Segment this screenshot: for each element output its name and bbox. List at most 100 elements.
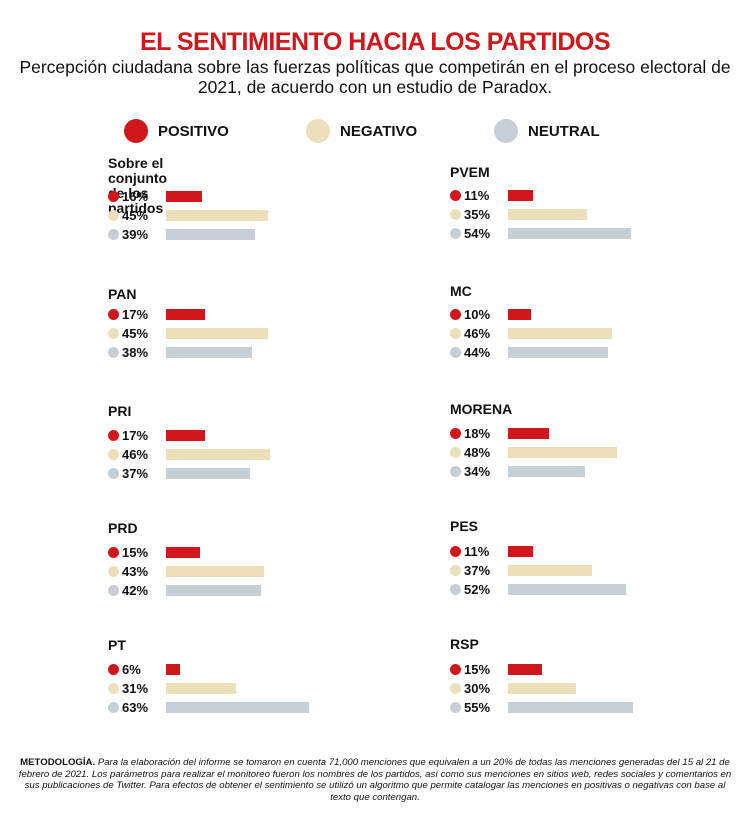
value-label: 10%	[464, 307, 491, 322]
party-name: MORENA	[450, 401, 513, 417]
bar-neutral	[508, 702, 633, 713]
value-label: 6%	[122, 662, 141, 677]
bar-positivo	[508, 309, 531, 320]
value-label: 55%	[464, 700, 491, 715]
series-dot-neutral	[450, 466, 461, 477]
legend-positivo-swatch	[124, 119, 148, 143]
bar-negativo	[508, 328, 613, 339]
series-dot-negativo	[108, 566, 119, 577]
value-label: 17%	[122, 428, 149, 443]
bar-row-negativo: 48%	[450, 445, 750, 461]
bar-row-neutral: 34%	[450, 464, 750, 480]
bar-neutral	[166, 585, 262, 596]
bar-positivo	[166, 191, 203, 202]
value-label: 63%	[122, 700, 149, 715]
bar-row-neutral: 39%	[108, 227, 408, 243]
legend-negativo-label: NEGATIVO	[340, 122, 418, 140]
series-dot-negativo	[450, 328, 461, 339]
legend-positivo-label: POSITIVO	[158, 122, 229, 140]
bar-neutral	[508, 228, 631, 239]
party-name: PAN	[108, 286, 137, 302]
value-label: 34%	[464, 464, 491, 479]
party-name: PVEM	[450, 164, 490, 180]
value-label: 45%	[122, 208, 149, 223]
series-dot-neutral	[108, 585, 119, 596]
value-label: 11%	[464, 544, 490, 559]
party-name: MC	[450, 283, 472, 299]
value-label: 16%	[122, 189, 149, 204]
bar-positivo	[166, 664, 180, 675]
bar-row-negativo: 30%	[450, 681, 750, 697]
bar-neutral	[166, 347, 253, 358]
value-label: 54%	[464, 226, 491, 241]
bar-negativo	[166, 449, 271, 460]
value-label: 52%	[464, 582, 491, 597]
bar-row-neutral: 38%	[108, 345, 408, 361]
series-dot-neutral	[108, 229, 119, 240]
legend-negativo-swatch	[306, 119, 330, 143]
bar-positivo	[166, 430, 205, 441]
bar-row-negativo: 46%	[450, 326, 750, 342]
bar-positivo	[166, 547, 201, 558]
series-dot-negativo	[450, 565, 461, 576]
bar-row-neutral: 44%	[450, 345, 750, 361]
chart-subtitle: Percepción ciudadana sobre las fuerzas p…	[19, 57, 731, 97]
value-label: 18%	[464, 426, 491, 441]
value-label: 38%	[122, 345, 149, 360]
bar-row-negativo: 43%	[108, 564, 408, 580]
bar-row-neutral: 54%	[450, 226, 750, 242]
bar-row-negativo: 37%	[450, 563, 750, 579]
bar-positivo	[508, 428, 549, 439]
series-dot-neutral	[108, 702, 119, 713]
bar-row-positivo: 16%	[108, 189, 408, 205]
methodology-note: METODOLOGÍA. Para la elaboración del inf…	[18, 757, 732, 803]
series-dot-negativo	[450, 447, 461, 458]
bar-row-neutral: 37%	[108, 466, 408, 482]
bar-neutral	[508, 466, 586, 477]
bar-neutral	[166, 468, 250, 479]
series-dot-negativo	[450, 209, 461, 220]
bar-positivo	[166, 309, 205, 320]
value-label: 15%	[122, 545, 149, 560]
bar-positivo	[508, 546, 533, 557]
bar-neutral	[508, 584, 627, 595]
value-label: 46%	[122, 447, 149, 462]
value-label: 48%	[464, 445, 491, 460]
bar-negativo	[166, 328, 269, 339]
series-dot-positivo	[108, 191, 119, 202]
bar-positivo	[508, 664, 543, 675]
bar-row-positivo: 15%	[450, 662, 750, 678]
series-dot-neutral	[450, 228, 461, 239]
bar-positivo	[508, 190, 533, 201]
value-label: 46%	[464, 326, 491, 341]
bar-row-neutral: 52%	[450, 582, 750, 598]
series-dot-positivo	[108, 309, 119, 320]
chart-title: EL SENTIMIENTO HACIA LOS PARTIDOS	[139, 28, 611, 56]
series-dot-negativo	[450, 683, 461, 694]
value-label: 30%	[464, 681, 491, 696]
bar-row-positivo: 18%	[450, 426, 750, 442]
series-dot-neutral	[450, 584, 461, 595]
series-dot-neutral	[450, 347, 461, 358]
value-label: 45%	[122, 326, 149, 341]
bar-row-positivo: 10%	[450, 307, 750, 323]
bar-row-negativo: 45%	[108, 208, 408, 224]
value-label: 42%	[122, 583, 149, 598]
bar-row-negativo: 46%	[108, 447, 408, 463]
legend-negativo: NEGATIVO	[306, 117, 417, 145]
bar-negativo	[166, 566, 264, 577]
series-dot-neutral	[108, 468, 119, 479]
value-label: 11%	[464, 188, 490, 203]
bar-row-neutral: 55%	[450, 700, 750, 716]
value-label: 43%	[122, 564, 149, 579]
legend-neutral-label: NEUTRAL	[528, 122, 600, 140]
legend-positivo: POSITIVO	[124, 117, 229, 145]
bar-negativo	[508, 565, 592, 576]
value-label: 44%	[464, 345, 491, 360]
series-dot-positivo	[108, 547, 119, 558]
series-dot-neutral	[108, 347, 119, 358]
series-dot-negativo	[108, 328, 119, 339]
party-name: RSP	[450, 636, 479, 652]
series-dot-positivo	[450, 309, 461, 320]
value-label: 37%	[464, 563, 491, 578]
